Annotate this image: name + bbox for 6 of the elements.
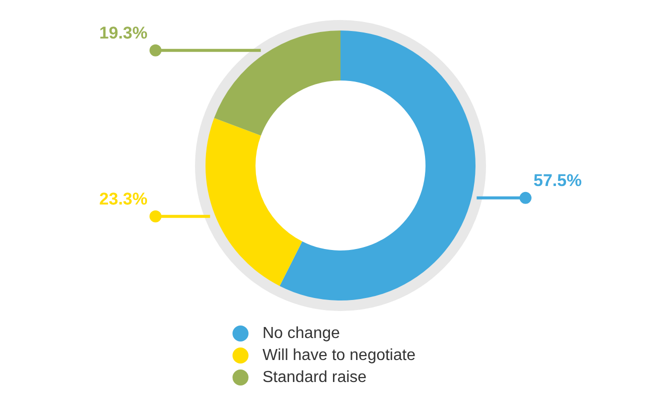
- data-label: 23.3%: [99, 189, 148, 208]
- legend-label: No change: [262, 325, 340, 342]
- legend-label: Standard raise: [262, 369, 367, 386]
- data-label: 19.3%: [99, 23, 148, 42]
- legend-label: Will have to negotiate: [262, 347, 416, 364]
- data-label: 57.5%: [534, 170, 582, 190]
